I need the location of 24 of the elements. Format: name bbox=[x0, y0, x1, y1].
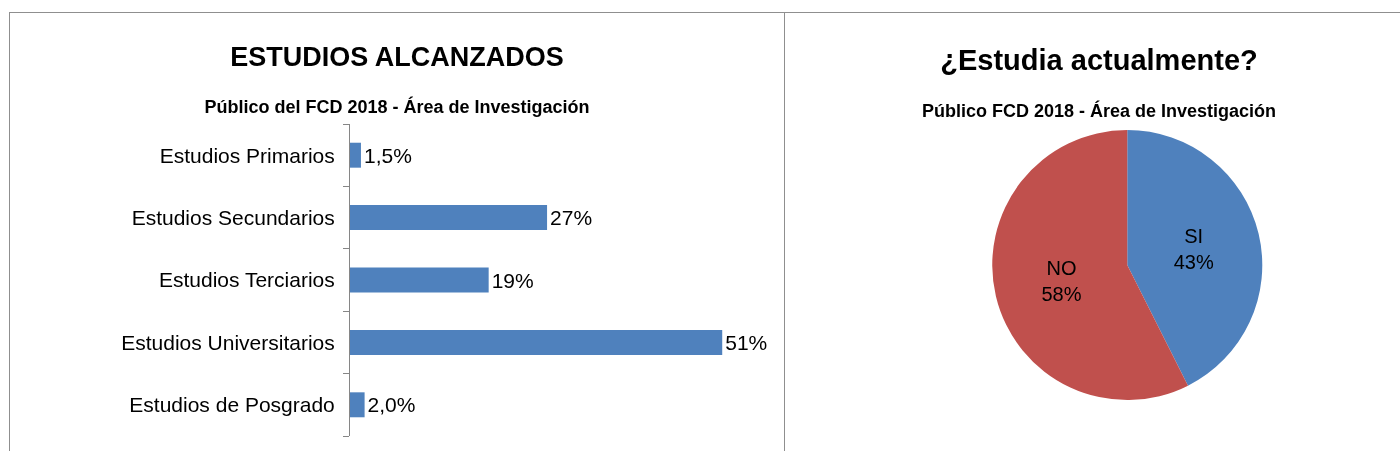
bar bbox=[350, 205, 548, 231]
y-tick-label: Estudios Universitarios bbox=[121, 330, 335, 354]
chart-subtitle: Público FCD 2018 - Área de Investigación bbox=[921, 99, 1277, 121]
data-label: 1,5% bbox=[363, 143, 412, 167]
data-label: 43% bbox=[1173, 251, 1214, 274]
data-label: 27% bbox=[550, 206, 593, 230]
pie-slice bbox=[1127, 130, 1263, 386]
chart-subtitle: Público del FCD 2018 - Área de Investigación bbox=[204, 96, 590, 118]
data-label: 19% bbox=[491, 268, 534, 292]
y-tick-label: Estudios de Posgrado bbox=[129, 393, 335, 417]
chart-title: ESTUDIOS ALCANZADOS bbox=[230, 41, 564, 72]
bar bbox=[350, 267, 489, 293]
data-label: 2,0% bbox=[367, 393, 416, 417]
y-tick-label: Estudios Primarios bbox=[159, 143, 335, 167]
y-tick-label: Estudios Secundarios bbox=[131, 205, 335, 229]
data-label: 58% bbox=[1041, 282, 1082, 305]
y-tick-label: Estudios Terciarios bbox=[158, 268, 335, 292]
bar bbox=[350, 392, 365, 418]
chart-title: ¿Estudia actualmente? bbox=[940, 43, 1258, 76]
bar bbox=[350, 329, 723, 355]
data-label: 51% bbox=[725, 330, 768, 354]
slice-label: SI bbox=[1184, 225, 1204, 248]
bar bbox=[350, 142, 361, 168]
slice-label: NO bbox=[1046, 256, 1077, 279]
